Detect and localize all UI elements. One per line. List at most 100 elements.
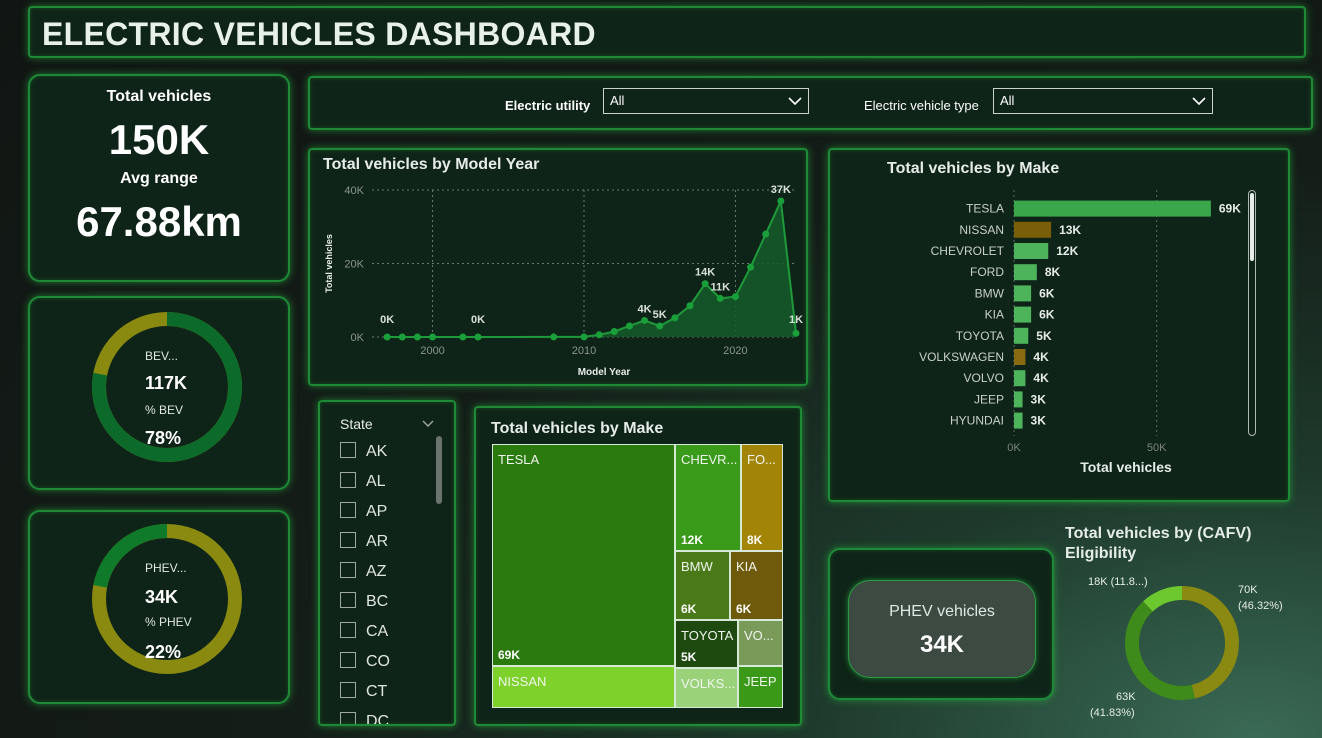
slice-pct: (46.32%): [1238, 600, 1283, 612]
bar-value-label: 5K: [1036, 329, 1052, 343]
phev-value: 34K: [145, 587, 178, 607]
cafv-chart-title: Total vehicles by (CAFV) Eligibility: [1065, 525, 1252, 562]
checkbox[interactable]: [340, 652, 356, 668]
utility-filter-dropdown[interactable]: All: [603, 88, 809, 114]
data-point: [792, 329, 800, 337]
state-option[interactable]: AZ: [340, 562, 386, 581]
checkbox[interactable]: [340, 502, 356, 518]
data-label: 14K: [695, 267, 715, 279]
chevron-down-icon: [788, 97, 802, 106]
bar-chart-scroll-thumb[interactable]: [1250, 193, 1254, 261]
treemap-tile-name: FO...: [747, 452, 776, 467]
treemap-tile[interactable]: FO... 8K: [741, 444, 783, 551]
cafv-donut[interactable]: 70K (46.32%) 63K (41.83%) 18K (11.8...): [1060, 522, 1320, 738]
x-tick-label: 2010: [572, 345, 596, 357]
data-point: [762, 230, 770, 238]
treemap-tile-value: 6K: [681, 602, 697, 616]
bar: [1014, 243, 1049, 259]
data-point: [747, 263, 755, 271]
data-point: [398, 333, 406, 341]
checkbox[interactable]: [340, 442, 356, 458]
filter-bar: Electric utility All Electric vehicle ty…: [308, 76, 1313, 130]
treemap-tile-value: 6K: [736, 602, 752, 616]
donut-slice: [1181, 586, 1239, 699]
area-line: [387, 197, 797, 338]
state-option[interactable]: AK: [340, 442, 387, 461]
treemap-tile[interactable]: CHEVR... 12K: [675, 444, 741, 551]
treemap-tile-name: KIA: [736, 559, 757, 574]
area-fill: [387, 201, 796, 337]
bar: [1014, 327, 1029, 344]
phev-donut-fill: [92, 524, 242, 674]
bev-donut: BEV... 117K % BEV 78%: [92, 312, 242, 462]
x-tick-label: 50K: [1147, 442, 1167, 454]
data-point: [429, 333, 437, 341]
treemap-tile[interactable]: VOLKS...: [675, 668, 738, 708]
checkbox[interactable]: [340, 592, 356, 608]
treemap-tile-name: VOLKS...: [681, 676, 736, 691]
x-tick-label: 0K: [1007, 442, 1021, 454]
state-option[interactable]: DC: [340, 712, 389, 724]
treemap-tile[interactable]: JEEP: [738, 666, 783, 708]
bar: [1014, 221, 1052, 238]
treemap-tile[interactable]: TESLA 69K: [492, 444, 675, 666]
state-option[interactable]: BC: [340, 592, 388, 611]
category-label: TESLA: [966, 202, 1004, 216]
checkbox[interactable]: [340, 562, 356, 578]
state-option[interactable]: CO: [340, 652, 390, 671]
data-label: 1K: [789, 314, 803, 326]
treemap-tile[interactable]: TOYOTA 5K: [675, 620, 738, 668]
make-bar-chart[interactable]: 0K 50K Total vehicles TESLA 69K NISSAN 13K CHEV…: [830, 150, 1288, 500]
category-label: NISSAN: [959, 223, 1004, 237]
make-bar-chart-title: Total vehicles by Make: [887, 160, 1060, 177]
state-option-label: CA: [366, 623, 389, 640]
phev-name: PHEV...: [145, 561, 187, 575]
state-option[interactable]: AR: [340, 532, 388, 551]
phev-vehicles-label: PHEV vehicles: [889, 603, 995, 620]
avg-range-value: 67.88km: [76, 198, 242, 245]
total-vehicles-value: 150K: [108, 116, 210, 163]
bar: [1014, 391, 1023, 408]
treemap-tile[interactable]: VO...: [738, 620, 783, 666]
treemap-tile-name: JEEP: [744, 674, 777, 689]
data-label: 5K: [653, 309, 667, 321]
bar-chart-scrollbar[interactable]: [1248, 190, 1256, 436]
treemap-tile-name: TOYOTA: [681, 628, 734, 643]
state-option[interactable]: AL: [340, 472, 386, 491]
state-option[interactable]: AP: [340, 502, 387, 521]
checkbox[interactable]: [340, 712, 356, 724]
checkbox[interactable]: [340, 682, 356, 698]
treemap-tile[interactable]: KIA 6K: [730, 551, 783, 620]
type-filter-dropdown[interactable]: All: [993, 88, 1213, 114]
bar-value-label: 4K: [1033, 371, 1049, 385]
treemap-tile[interactable]: NISSAN: [492, 666, 675, 708]
category-label: TOYOTA: [956, 329, 1004, 343]
type-filter-value: All: [1000, 93, 1015, 108]
checkbox[interactable]: [340, 622, 356, 638]
make-bar-chart-card: Total vehicles by Make 0K 50K Total vehicl…: [828, 148, 1290, 502]
checkbox[interactable]: [340, 472, 356, 488]
phev-vehicles-value: 34K: [919, 631, 965, 658]
state-scrollbar[interactable]: [436, 436, 442, 504]
type-filter-label: Electric vehicle type: [864, 98, 979, 113]
data-point: [641, 316, 649, 324]
slice-label: 18K (11.8...): [1088, 576, 1148, 588]
category-label: KIA: [985, 308, 1004, 322]
chevron-down-icon[interactable]: [422, 420, 434, 428]
treemap-tile[interactable]: BMW 6K: [675, 551, 730, 620]
chevron-down-icon: [1192, 97, 1206, 106]
state-option[interactable]: CT: [340, 682, 387, 701]
treemap-tile-value: 12K: [681, 533, 704, 547]
state-option[interactable]: CA: [340, 622, 388, 641]
bar-value-label: 6K: [1039, 308, 1055, 322]
bar-value-label: 3K: [1031, 414, 1047, 428]
state-option-label: BC: [366, 593, 389, 610]
checkbox[interactable]: [340, 532, 356, 548]
cafv-chart: Total vehicles by (CAFV) Eligibility 70K…: [1060, 522, 1320, 738]
y-tick-label: 0K: [351, 332, 365, 344]
x-tick-label: 2000: [420, 345, 444, 357]
treemap-tile-name: VO...: [744, 628, 774, 643]
data-point: [686, 302, 694, 310]
data-point: [671, 314, 679, 322]
